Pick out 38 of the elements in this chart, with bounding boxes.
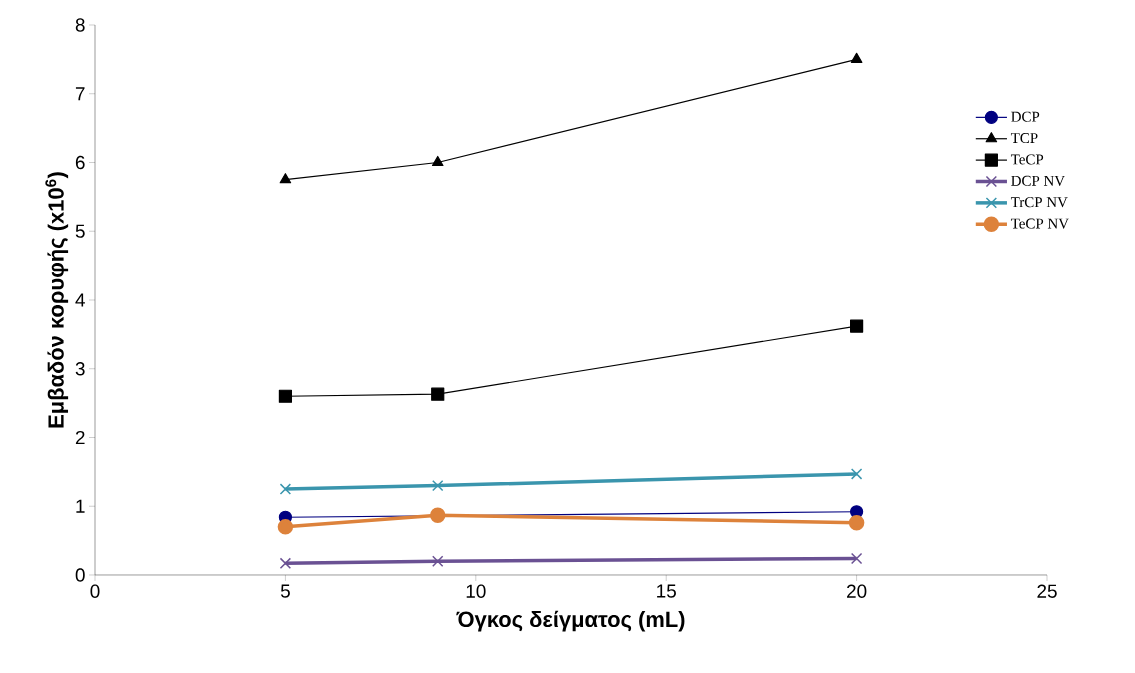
x-tick-label: 5: [280, 584, 290, 598]
legend-label: TrCP NV: [1010, 197, 1068, 208]
x-tick-label: 20: [847, 584, 867, 598]
y-tick-label: 0: [75, 568, 85, 582]
legend-label: DCP NV: [1011, 175, 1065, 186]
y-tick-label: 7: [75, 87, 85, 101]
point: [850, 552, 863, 565]
x-tick-label: 25: [1037, 584, 1057, 598]
point: [431, 155, 444, 167]
y-tick-label: 1: [76, 499, 85, 513]
x-tick-label: 0: [90, 584, 100, 598]
point: [279, 173, 292, 184]
point: [432, 479, 444, 492]
y-tick-label: 5: [75, 224, 85, 238]
legend-label: DCP: [1011, 111, 1040, 122]
point: [850, 52, 863, 63]
legend-label: TCP: [1010, 133, 1038, 144]
point: [850, 468, 863, 480]
y-tick-label: 3: [75, 362, 85, 376]
point: [429, 507, 446, 523]
x-axis-title: Όγκος δείγματος (mL): [456, 610, 685, 632]
y-axis-title: Εμβαδόν κορυφής (x10$^{6}$): [45, 172, 69, 428]
point: [850, 319, 864, 333]
x-tick-label: 10: [466, 584, 486, 598]
legend-label: TeCP: [1010, 154, 1044, 165]
y-tick-label: 8: [75, 18, 85, 32]
x-tick-label: 15: [657, 584, 676, 598]
y-tick-label: 6: [75, 155, 85, 170]
legend-label: TeCP NV: [1010, 218, 1069, 229]
point: [848, 514, 865, 531]
y-tick-label: 4: [75, 293, 85, 307]
point: [278, 389, 293, 403]
point: [432, 555, 444, 567]
y-tick-label: 2: [75, 430, 85, 445]
point: [279, 483, 292, 495]
point: [279, 557, 292, 569]
point: [431, 387, 445, 401]
point: [277, 519, 294, 535]
